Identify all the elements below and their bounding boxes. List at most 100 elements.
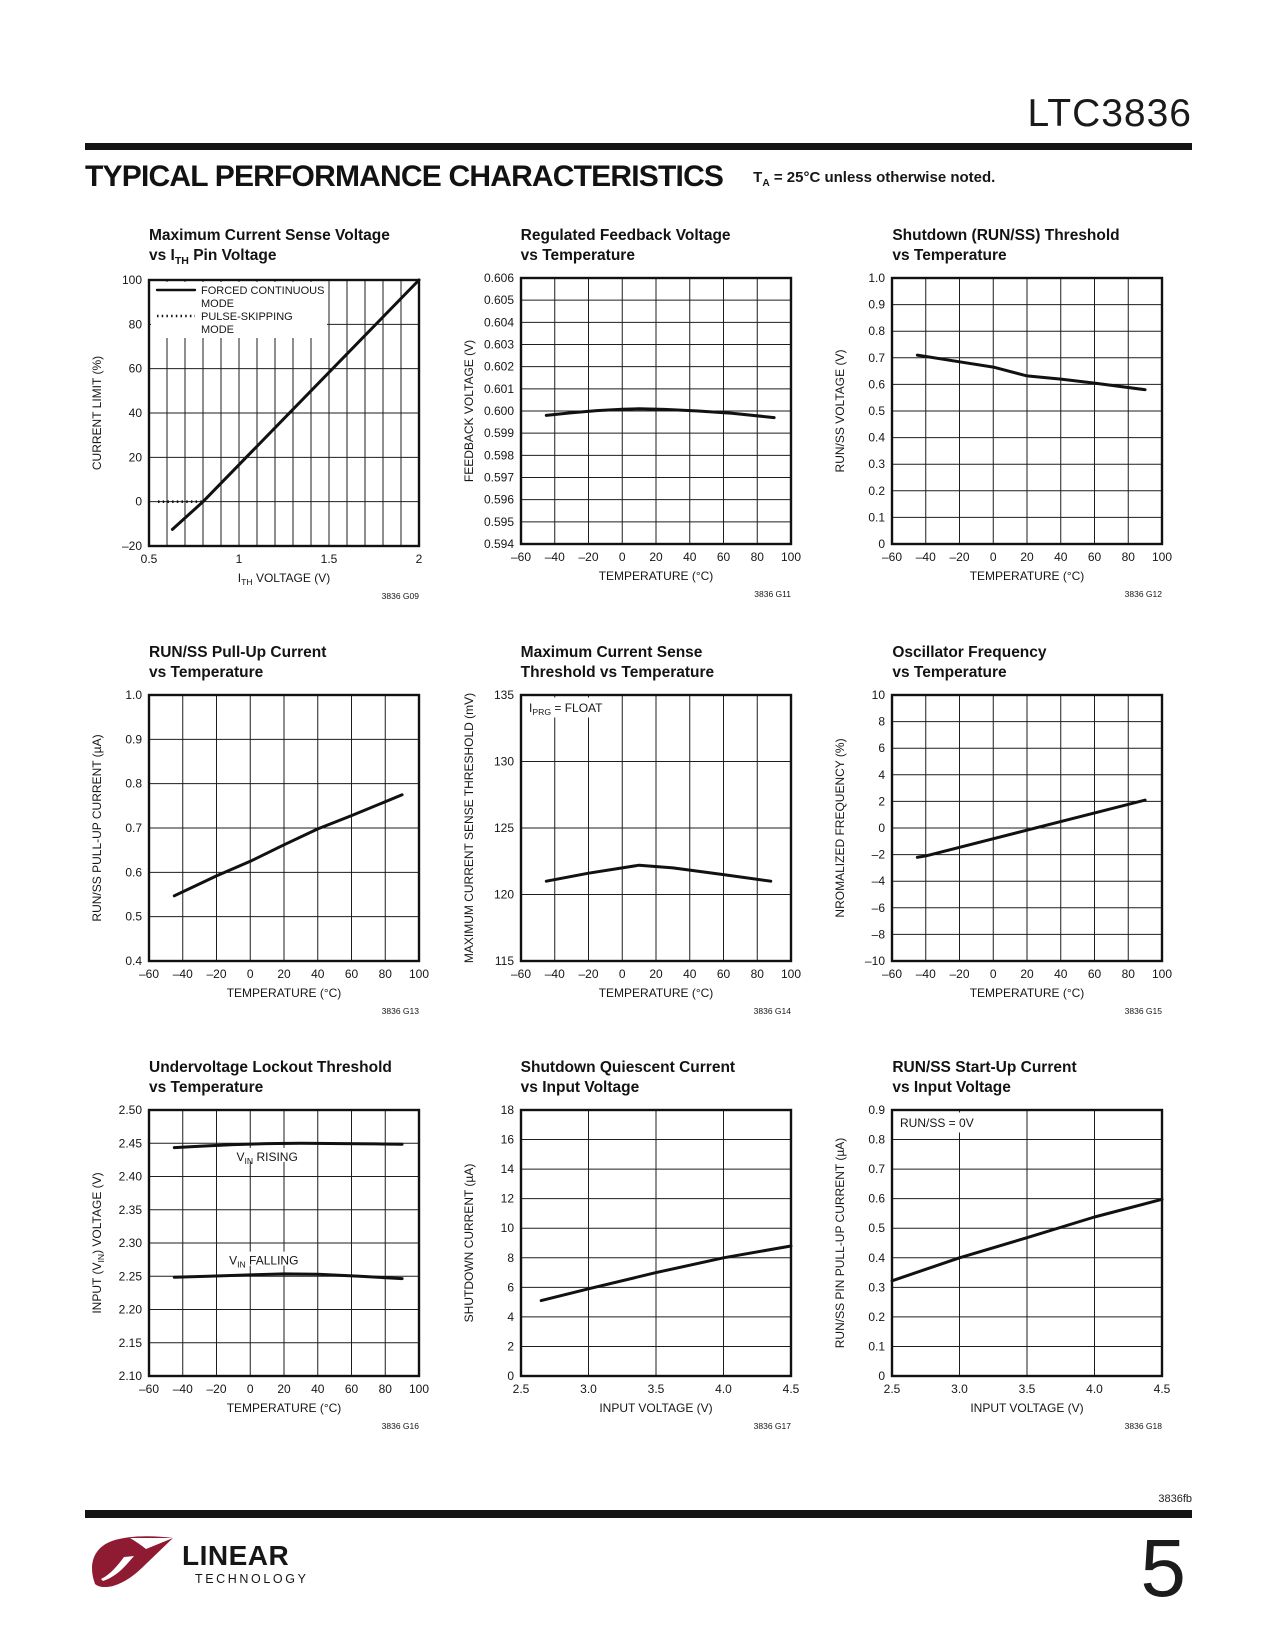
svg-text:6: 6 [879, 742, 886, 756]
svg-text:0: 0 [135, 495, 142, 509]
svg-text:–60: –60 [882, 967, 902, 981]
svg-text:4.0: 4.0 [1086, 1382, 1103, 1396]
lt-logo-cut-l [101, 1556, 134, 1582]
svg-text:0.8: 0.8 [869, 324, 886, 338]
svg-text:20: 20 [129, 451, 143, 465]
svg-text:2.10: 2.10 [119, 1369, 143, 1383]
svg-text:–60: –60 [139, 1382, 159, 1396]
svg-text:ITH VOLTAGE (V): ITH VOLTAGE (V) [238, 571, 330, 587]
svg-text:40: 40 [683, 967, 697, 981]
svg-text:60: 60 [129, 362, 143, 376]
svg-text:60: 60 [716, 967, 730, 981]
svg-text:100: 100 [781, 967, 801, 981]
svg-text:60: 60 [1088, 550, 1102, 564]
svg-text:–8: –8 [872, 928, 886, 942]
svg-text:10: 10 [872, 688, 886, 702]
svg-text:40: 40 [1054, 550, 1068, 564]
svg-text:0: 0 [879, 821, 886, 835]
svg-text:2.35: 2.35 [119, 1203, 143, 1217]
svg-text:0.6: 0.6 [869, 377, 886, 391]
svg-text:0.594: 0.594 [484, 537, 514, 551]
svg-text:–20: –20 [950, 550, 970, 564]
svg-text:VIN RISING: VIN RISING [236, 1150, 297, 1166]
svg-text:20: 20 [277, 1382, 291, 1396]
svg-text:0.7: 0.7 [125, 821, 142, 835]
svg-text:115: 115 [495, 954, 514, 968]
svg-text:4: 4 [879, 768, 886, 782]
svg-text:100: 100 [409, 967, 429, 981]
svg-text:–20: –20 [578, 550, 598, 564]
svg-text:–60: –60 [882, 550, 902, 564]
chart-g16: Undervoltage Lockout Threshold vs Tempera… [85, 1058, 449, 1437]
svg-text:NROMALIZED FREQUENCY (%): NROMALIZED FREQUENCY (%) [833, 739, 847, 918]
svg-text:40: 40 [311, 967, 325, 981]
logo-linear-text: LINEAR [182, 1540, 289, 1571]
chart-title: RUN/SS Start-Up Current vs Input Voltage [892, 1059, 1077, 1097]
svg-text:RUN/SS VOLTAGE (V): RUN/SS VOLTAGE (V) [833, 350, 847, 473]
chart-title: Shutdown Quiescent Current vs Input Volta… [520, 1059, 736, 1097]
svg-text:8: 8 [507, 1251, 514, 1265]
svg-text:3.0: 3.0 [580, 1382, 597, 1396]
svg-text:2.45: 2.45 [119, 1137, 143, 1151]
svg-text:10: 10 [500, 1222, 514, 1236]
lt-logo-cut-t [130, 1538, 173, 1550]
svg-text:40: 40 [1054, 967, 1068, 981]
svg-text:3.5: 3.5 [1019, 1382, 1036, 1396]
svg-text:100: 100 [1152, 550, 1172, 564]
svg-text:–40: –40 [916, 967, 936, 981]
chart-note: 3836 G18 [1125, 1421, 1163, 1431]
svg-text:0.600: 0.600 [484, 404, 514, 418]
svg-text:3.5: 3.5 [647, 1382, 664, 1396]
svg-text:–20: –20 [206, 1382, 226, 1396]
part-number: LTC3836 [1027, 92, 1192, 135]
svg-text:0.5: 0.5 [141, 552, 158, 566]
svg-text:RUN/SS PULL-UP CURRENT (µA): RUN/SS PULL-UP CURRENT (µA) [90, 735, 104, 922]
svg-text:–60: –60 [511, 550, 531, 564]
svg-text:0.7: 0.7 [869, 1163, 886, 1177]
svg-text:80: 80 [379, 1382, 393, 1396]
svg-text:0.3: 0.3 [869, 457, 886, 471]
svg-text:FORCED CONTINUOUS: FORCED CONTINUOUS [201, 285, 324, 297]
chart-g09: Maximum Current Sense Voltage vs ITH Pin … [85, 226, 449, 607]
svg-text:0.1: 0.1 [869, 510, 886, 524]
svg-text:0: 0 [619, 967, 626, 981]
svg-text:0.5: 0.5 [125, 910, 142, 924]
svg-text:–40: –40 [173, 967, 193, 981]
svg-text:MODE: MODE [201, 324, 234, 336]
svg-text:INPUT VOLTAGE (V): INPUT VOLTAGE (V) [599, 1401, 712, 1415]
page-footer: 3836fb LINEAR TECHNOLOGY 5 [85, 1493, 1192, 1610]
svg-text:–40: –40 [173, 1382, 193, 1396]
section-row: TYPICAL PERFORMANCE CHARACTERISTICS TA =… [85, 162, 1192, 192]
chart-note: 3836 G15 [1125, 1006, 1163, 1016]
svg-text:0.9: 0.9 [869, 1103, 886, 1117]
svg-text:60: 60 [345, 967, 359, 981]
test-condition: TA = 25°C unless otherwise noted. [753, 169, 996, 189]
svg-text:–20: –20 [578, 967, 598, 981]
svg-text:2: 2 [507, 1340, 514, 1354]
svg-text:20: 20 [1021, 550, 1035, 564]
chart-note: 3836 G16 [382, 1421, 420, 1431]
svg-text:0.5: 0.5 [869, 404, 886, 418]
svg-text:20: 20 [649, 967, 663, 981]
svg-text:6: 6 [507, 1281, 514, 1295]
svg-text:4.5: 4.5 [782, 1382, 799, 1396]
svg-text:–60: –60 [511, 967, 531, 981]
svg-text:0.595: 0.595 [484, 515, 514, 529]
svg-text:0.604: 0.604 [484, 315, 514, 329]
svg-text:20: 20 [649, 550, 663, 564]
svg-text:0.5: 0.5 [869, 1222, 886, 1236]
svg-text:0: 0 [879, 1369, 886, 1383]
svg-text:TEMPERATURE (°C): TEMPERATURE (°C) [227, 1401, 342, 1415]
svg-text:2.20: 2.20 [119, 1303, 143, 1317]
svg-text:TEMPERATURE (°C): TEMPERATURE (°C) [598, 986, 713, 1000]
svg-text:4.0: 4.0 [715, 1382, 732, 1396]
chart-plot: 0.4 0.5 0.6 0.7 0.8 0.9 1.0 –60 –40 –20 0 20 40 60 80 1… [90, 688, 429, 1016]
svg-text:INPUT (VIN) VOLTAGE (V): INPUT (VIN) VOLTAGE (V) [90, 1173, 106, 1314]
svg-text:100: 100 [1152, 967, 1172, 981]
chart-title: Maximum Current Sense Threshold vs Temper… [520, 644, 715, 682]
svg-text:80: 80 [1122, 550, 1136, 564]
svg-text:CURRENT LIMIT (%): CURRENT LIMIT (%) [90, 356, 104, 470]
svg-text:40: 40 [129, 406, 143, 420]
svg-text:2.25: 2.25 [119, 1270, 143, 1284]
